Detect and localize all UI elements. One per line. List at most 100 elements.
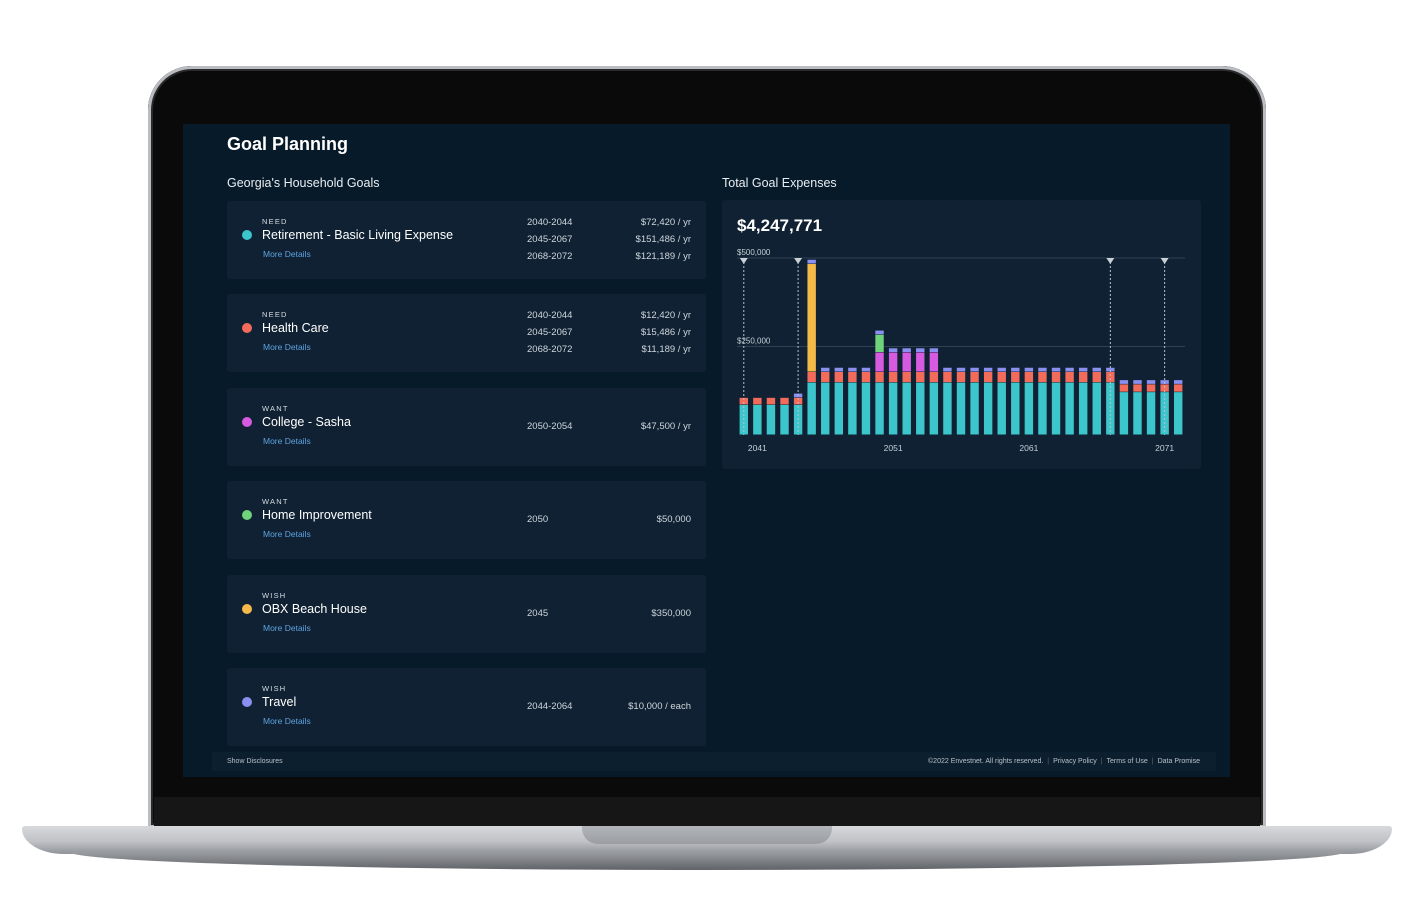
terms-of-use-link[interactable]: Terms of Use [1106, 758, 1148, 765]
goal-color-dot [242, 697, 252, 707]
goal-amount: $11,189 / yr [641, 344, 691, 355]
more-details-link[interactable]: More Details [263, 716, 311, 726]
bar-segment [753, 397, 762, 405]
more-details-link[interactable]: More Details [263, 436, 311, 446]
bar-segment [834, 382, 844, 435]
bar-segment [1011, 367, 1020, 372]
bar-segment [1038, 382, 1047, 435]
bar-segment [1078, 382, 1088, 435]
goal-period: 2050-2054 [527, 421, 573, 432]
bar-segment [780, 404, 789, 435]
y-tick-label: $500,000 [737, 248, 771, 257]
goal-amount: $15,486 / yr [640, 327, 691, 338]
privacy-policy-link[interactable]: Privacy Policy [1053, 758, 1097, 765]
goal-type-label: WISH [262, 591, 287, 600]
bar-segment [1078, 367, 1088, 372]
bar-segment [916, 382, 925, 435]
goal-period: 2040-2044 [527, 217, 573, 228]
x-tick-label: 2051 [884, 443, 903, 453]
goal-amount: $47,500 / yr [640, 421, 691, 432]
marker-triangle [794, 258, 803, 264]
bar-segment [1133, 380, 1142, 384]
marker-triangle [1160, 258, 1169, 264]
bar-segment [943, 382, 952, 435]
goal-card: WANT Home Improvement More Details 2050 $50,… [227, 481, 706, 559]
goal-amount: $72,420 / yr [640, 217, 691, 228]
bar-segment [807, 259, 816, 264]
data-promise-link[interactable]: Data Promise [1157, 758, 1200, 765]
footer-links: ©2022 Envestnet. All rights reserved. | Pr… [928, 758, 1200, 765]
bar-segment [1146, 392, 1156, 435]
goals-heading: Georgia's Household Goals [227, 176, 380, 190]
goal-type-label: WISH [262, 684, 287, 693]
bar-segment [970, 371, 979, 383]
marker-triangle [739, 258, 748, 264]
bar-segment [875, 330, 884, 335]
bar-segment [1092, 367, 1101, 372]
bar-segment [848, 382, 857, 435]
bar-segment [807, 382, 816, 435]
expenses-bar-chart: $250,000 $500,000 2041 2051 2061 2071 [737, 248, 1185, 453]
more-details-link[interactable]: More Details [263, 529, 311, 539]
bar-segment [1174, 384, 1183, 392]
bar-segment [1160, 392, 1169, 435]
goal-type-label: NEED [262, 310, 288, 319]
bar-segment [1092, 371, 1101, 383]
goal-amount: $350,000 [651, 608, 691, 619]
bar-segment [861, 371, 871, 383]
bar-segment [875, 352, 884, 372]
laptop-base-lip [70, 852, 1344, 870]
page-title: Goal Planning [227, 134, 349, 154]
bar-segment [834, 367, 844, 372]
bar-segment [793, 397, 803, 405]
goal-period: 2068-2072 [527, 251, 573, 262]
bar-segment [956, 367, 966, 372]
bar-segment [997, 371, 1006, 383]
bar-segment [861, 367, 871, 372]
goal-type-label: WANT [262, 497, 289, 506]
show-disclosures-link[interactable]: Show Disclosures [227, 758, 283, 765]
goal-period: 2044-2064 [527, 701, 573, 712]
bar-segment [1119, 392, 1129, 435]
bar-segment [1160, 384, 1169, 392]
more-details-link[interactable]: More Details [263, 623, 311, 633]
goal-amount: $151,486 / yr [635, 234, 691, 245]
bar-segment [1146, 384, 1156, 392]
bar-segment [1011, 382, 1020, 435]
more-details-link[interactable]: More Details [263, 342, 311, 352]
more-details-link[interactable]: More Details [263, 249, 311, 259]
bar-segment [1119, 384, 1129, 392]
bar-segment [1051, 371, 1061, 383]
goal-color-dot [242, 417, 252, 427]
bar-segment [983, 371, 993, 383]
goal-amount: $12,420 / yr [640, 310, 691, 321]
bar-segment [929, 382, 939, 435]
bar-segment [821, 371, 830, 383]
bar-segment [1119, 380, 1129, 384]
bar-segment [902, 348, 911, 353]
bar-segment [902, 382, 911, 435]
bar-segment [1038, 371, 1047, 383]
goal-period: 2068-2072 [527, 344, 573, 355]
bar-segment [848, 367, 857, 372]
bar-segment [861, 382, 871, 435]
app-screen: Goal Planning Georgia's Household Goals … [183, 124, 1230, 777]
laptop-notch [582, 826, 832, 844]
bar-segment [1106, 371, 1115, 383]
bar-segment [916, 348, 925, 353]
goal-amount: $10,000 / each [628, 701, 691, 712]
goal-card: WISH OBX Beach House More Details 2045 $350,… [227, 575, 706, 653]
bar-segment [821, 382, 830, 435]
bar-segment [1133, 384, 1142, 392]
x-tick-label: 2071 [1155, 443, 1174, 453]
bar-segment [1024, 371, 1034, 383]
goal-period: 2050 [527, 514, 549, 525]
y-tick-label: $250,000 [737, 337, 771, 346]
bar-segment [929, 352, 939, 372]
goal-name: College - Sasha [262, 415, 351, 429]
footer: Show Disclosures ©2022 Envestnet. All ri… [212, 752, 1216, 771]
goal-amount: $121,189 / yr [635, 251, 691, 262]
bar-segment [766, 404, 776, 435]
goal-period: 2045 [527, 608, 549, 619]
laptop-bezel [154, 797, 1260, 827]
